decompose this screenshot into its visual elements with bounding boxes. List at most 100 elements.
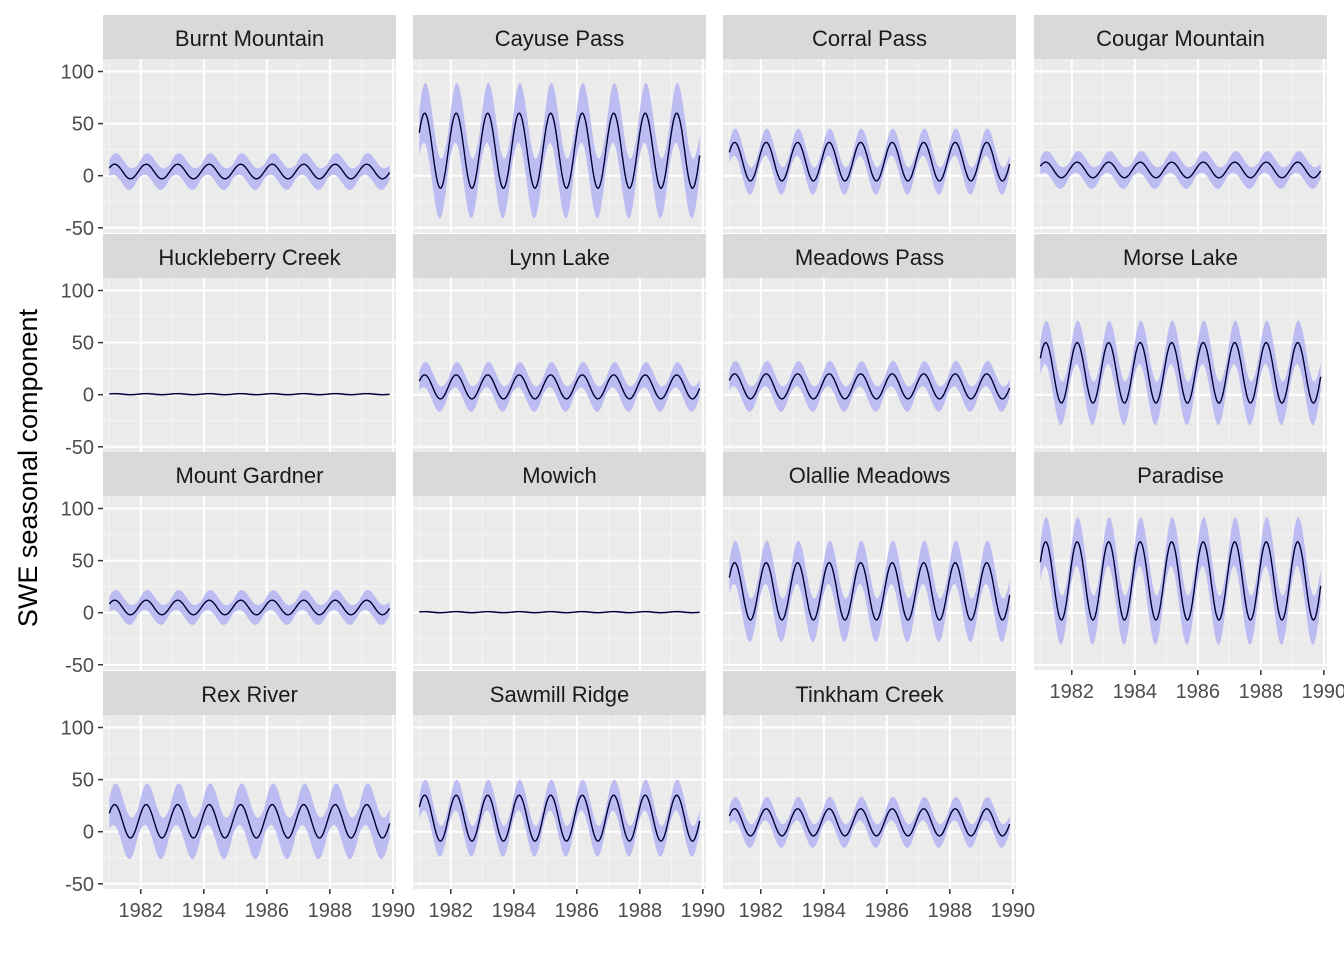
seasonal-line: [418, 794, 701, 842]
x-tick-label: 1990: [991, 900, 1036, 922]
facet-panel: Burnt Mountain -50 0 50 100: [61, 15, 396, 240]
seasonal-line: [419, 611, 700, 614]
x-tick-label: 1990: [1302, 681, 1344, 703]
facet-label: Rex River: [201, 682, 298, 707]
x-tick-label: 1988: [928, 900, 973, 922]
y-tick-label: -50: [65, 874, 94, 896]
facet-label: Mowich: [522, 463, 597, 488]
facet-strip: [103, 671, 396, 715]
x-tick-label: 1986: [245, 900, 290, 922]
facet-strip: [103, 15, 396, 59]
x-tick-label: 1986: [865, 900, 910, 922]
confidence-ribbon: [1040, 517, 1321, 645]
confidence-ribbon: [1040, 320, 1321, 425]
confidence-ribbon: [109, 590, 390, 625]
panel-background: [413, 496, 706, 670]
facet-strip: [723, 15, 1016, 59]
facet-strip: [103, 452, 396, 496]
seasonal-line: [418, 374, 701, 400]
facet-panel: Mowich: [413, 452, 706, 670]
facet-label: Olallie Meadows: [789, 463, 950, 488]
x-tick-label: 1982: [429, 900, 474, 922]
facet-label: Paradise: [1137, 463, 1224, 488]
facet-strip: [723, 671, 1016, 715]
x-tick-label: 1988: [308, 900, 353, 922]
facet-strip: [413, 15, 706, 59]
facet-label: Burnt Mountain: [175, 26, 324, 51]
y-tick-label: 50: [72, 333, 94, 355]
facet-label: Cougar Mountain: [1096, 26, 1265, 51]
x-tick-label: 1984: [1113, 681, 1158, 703]
y-tick-label: 100: [61, 499, 94, 521]
seasonal-line: [728, 141, 1011, 182]
facet-strip: [1034, 452, 1327, 496]
y-tick-label: 0: [83, 166, 94, 188]
facet-panel: Huckleberry Creek -50 0 50 100: [61, 234, 396, 459]
facet-strip: [413, 234, 706, 278]
y-tick-label: 50: [72, 770, 94, 792]
facet-label: Huckleberry Creek: [158, 245, 341, 270]
x-tick-label: 1984: [182, 900, 227, 922]
x-tick-label: 1982: [1050, 681, 1095, 703]
facet-strip: [1034, 234, 1327, 278]
facet-panel: Morse Lake: [1034, 234, 1327, 452]
facet-strip: [413, 452, 706, 496]
facet-strip: [103, 234, 396, 278]
y-tick-label: 100: [61, 718, 94, 740]
facet-panel: Cougar Mountain: [1034, 15, 1327, 233]
x-tick-label: 1986: [1176, 681, 1221, 703]
y-tick-label: 50: [72, 114, 94, 136]
facet-strip: [723, 452, 1016, 496]
seasonal-line: [418, 112, 701, 189]
facet-label: Lynn Lake: [509, 245, 610, 270]
y-tick-label: -50: [65, 218, 94, 240]
confidence-ribbon: [109, 783, 390, 860]
seasonal-line: [109, 393, 390, 396]
x-tick-label: 1982: [739, 900, 784, 922]
panel-background: [103, 59, 396, 233]
facet-panel: Olallie Meadows: [723, 452, 1016, 670]
facet-panel: Sawmill Ridge 1982 1984 1986 1988 1990: [413, 671, 725, 922]
facet-label: Corral Pass: [812, 26, 927, 51]
panel-background: [103, 278, 396, 452]
facet-strip: [413, 671, 706, 715]
panel-background: [723, 715, 1016, 889]
seasonal-line: [728, 808, 1011, 837]
facet-label: Mount Gardner: [176, 463, 324, 488]
facet-label: Tinkham Creek: [795, 682, 944, 707]
y-tick-label: 50: [72, 551, 94, 573]
x-tick-label: 1988: [618, 900, 663, 922]
facet-label: Morse Lake: [1123, 245, 1238, 270]
confidence-ribbon: [1040, 151, 1321, 189]
facet-panels: Burnt Mountain -50 0 50 100 Cayuse Pass Corral…: [61, 15, 1344, 922]
seasonal-line: [108, 599, 391, 616]
facet-panel: Lynn Lake: [413, 234, 706, 452]
facet-panel: Cayuse Pass: [413, 15, 706, 233]
x-tick-label: 1982: [119, 900, 164, 922]
x-tick-label: 1986: [555, 900, 600, 922]
seasonal-line: [108, 163, 391, 180]
x-tick-label: 1990: [371, 900, 416, 922]
x-tick-label: 1984: [492, 900, 537, 922]
seasonal-line: [1039, 341, 1322, 404]
y-tick-label: -50: [65, 437, 94, 459]
facet-strip: [1034, 15, 1327, 59]
confidence-ribbon: [729, 128, 1010, 195]
confidence-ribbon: [419, 779, 700, 857]
y-tick-label: 0: [83, 603, 94, 625]
facet-label: Cayuse Pass: [495, 26, 625, 51]
facet-panel: Tinkham Creek 1982 1984 1986 1988 1990: [723, 671, 1035, 922]
facet-panel: Mount Gardner -50 0 50 100: [61, 452, 396, 677]
panel-background: [413, 278, 706, 452]
y-tick-label: 0: [83, 822, 94, 844]
facet-panel: Corral Pass: [723, 15, 1016, 233]
x-tick-label: 1984: [802, 900, 847, 922]
facet-label: Meadows Pass: [795, 245, 944, 270]
x-tick-label: 1988: [1239, 681, 1284, 703]
facet-panel: Paradise 1982 1984 1986 1988 1990: [1034, 452, 1344, 703]
y-tick-label: 100: [61, 62, 94, 84]
seasonal-line: [728, 561, 1011, 621]
facet-panel: Meadows Pass: [723, 234, 1016, 452]
y-tick-label: 100: [61, 281, 94, 303]
